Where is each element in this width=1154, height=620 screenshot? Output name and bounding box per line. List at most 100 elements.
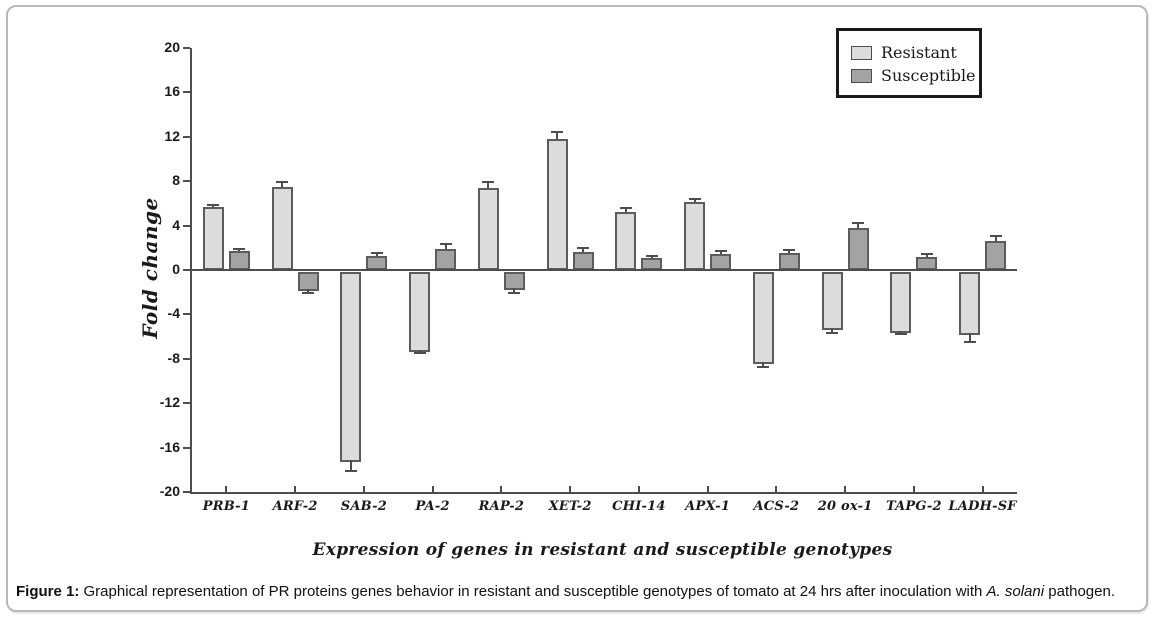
x-axis-category-label: TAPG-2 — [885, 499, 942, 514]
error-cap-resistant-CHI-14 — [619, 206, 632, 209]
error-bar-susceptible-SAB-2 — [375, 253, 378, 256]
y-axis-tick-label: 8 — [172, 172, 180, 189]
x-axis-tick — [362, 486, 365, 492]
error-bar-resistant-PA-2 — [418, 349, 421, 354]
legend-swatch-susceptible-icon — [851, 68, 872, 83]
y-axis-tick — [183, 269, 190, 271]
y-axis-tick-label: -4 — [167, 305, 180, 322]
y-axis-tick — [183, 491, 190, 493]
legend-label-susceptible: Susceptible — [881, 66, 976, 85]
error-cap-susceptible-APX-1 — [714, 250, 727, 253]
y-axis-tick-label: -20 — [159, 483, 180, 499]
x-axis-tick — [431, 486, 434, 492]
error-bar-susceptible-XET-2 — [582, 247, 585, 253]
y-axis-tick-label: 16 — [164, 83, 180, 100]
x-axis-category-label: APX-1 — [685, 499, 731, 514]
error-cap-susceptible-PRB-1 — [233, 247, 246, 250]
bar-susceptible-LADH-SF — [985, 241, 1007, 270]
zero-baseline — [192, 269, 1017, 271]
legend-item-resistant: Resistant — [851, 41, 979, 64]
error-cap-resistant-RAP-2 — [482, 181, 495, 184]
x-axis-tick — [844, 486, 847, 492]
error-bar-susceptible-CHI-14 — [650, 255, 653, 258]
bar-resistant-TAPG-2 — [890, 272, 912, 334]
bar-resistant-APX-1 — [684, 202, 706, 270]
y-axis-tick-label: 4 — [172, 216, 180, 233]
x-axis-category-label: LADH-SF — [948, 499, 1017, 514]
x-axis-tick — [294, 486, 297, 492]
x-axis-tick — [500, 486, 503, 492]
error-bar-susceptible-RAP-2 — [513, 287, 516, 294]
error-cap-resistant-20 ox-1 — [826, 332, 839, 335]
y-axis-tick-label: -16 — [159, 438, 180, 455]
error-bar-susceptible-PA-2 — [444, 244, 447, 249]
bar-susceptible-PA-2 — [435, 248, 457, 270]
error-bar-susceptible-TAPG-2 — [925, 254, 928, 257]
bar-susceptible-CHI-14 — [641, 257, 663, 270]
error-bar-resistant-SAB-2 — [349, 459, 352, 471]
error-bar-susceptible-ARF-2 — [307, 288, 310, 294]
bar-resistant-XET-2 — [546, 139, 568, 270]
x-axis-category-label: SAB-2 — [340, 499, 387, 514]
error-cap-susceptible-RAP-2 — [508, 292, 521, 295]
error-cap-susceptible-SAB-2 — [370, 252, 383, 255]
caption-text-after: pathogen. — [1044, 583, 1115, 600]
x-axis-category-label: PA-2 — [415, 499, 450, 514]
bar-resistant-PA-2 — [409, 272, 431, 352]
error-cap-susceptible-ARF-2 — [302, 292, 315, 295]
y-axis-tick — [183, 135, 190, 138]
x-axis-category-label: ACS-2 — [753, 499, 800, 514]
y-axis-tick — [183, 47, 190, 49]
error-bar-resistant-ARF-2 — [281, 182, 284, 187]
x-axis-tick — [225, 486, 228, 492]
error-cap-resistant-ACS-2 — [757, 365, 770, 368]
error-bar-resistant-PRB-1 — [212, 204, 215, 207]
error-bar-resistant-20 ox-1 — [831, 327, 834, 334]
figure-caption: Figure 1: Graphical representation of PR… — [16, 583, 1138, 600]
figure-frame — [6, 5, 1148, 612]
error-cap-susceptible-PA-2 — [439, 243, 452, 246]
bar-resistant-SAB-2 — [340, 272, 362, 462]
bar-susceptible-20 ox-1 — [847, 227, 869, 270]
error-bar-resistant-LADH-SF — [968, 333, 971, 343]
bar-susceptible-XET-2 — [572, 252, 594, 270]
x-axis-tick — [569, 486, 572, 492]
error-cap-susceptible-ACS-2 — [783, 249, 796, 252]
legend: Resistant Susceptible — [836, 28, 982, 98]
y-axis-tick-label: 20 — [164, 39, 180, 55]
bar-resistant-ARF-2 — [271, 186, 293, 270]
error-bar-susceptible-ACS-2 — [788, 250, 791, 254]
error-cap-susceptible-20 ox-1 — [852, 222, 865, 225]
x-axis-category-label: PRB-1 — [202, 499, 250, 514]
x-axis-category-label: ARF-2 — [272, 499, 318, 514]
error-cap-resistant-APX-1 — [688, 197, 701, 200]
legend-swatch-resistant-icon — [851, 45, 872, 60]
caption-species-name: A. solani — [986, 583, 1045, 600]
error-bar-resistant-ACS-2 — [762, 362, 765, 367]
y-axis-tick — [183, 91, 190, 94]
plot-area: 20 16 12 8 4 0 -4 -8 -12 -16 -20 PRB-1 ARF-2 SAB-2 PA-… — [160, 39, 1017, 514]
error-cap-resistant-SAB-2 — [344, 469, 357, 472]
bar-resistant-CHI-14 — [615, 212, 637, 270]
bar-susceptible-ACS-2 — [778, 253, 800, 270]
error-bar-resistant-RAP-2 — [487, 182, 490, 188]
x-axis-tick — [706, 486, 709, 492]
x-axis-category-label: XET-2 — [548, 499, 592, 514]
x-axis-tick — [637, 486, 640, 492]
bar-resistant-LADH-SF — [959, 272, 981, 336]
error-cap-susceptible-CHI-14 — [645, 254, 658, 257]
error-cap-resistant-ARF-2 — [276, 181, 289, 184]
caption-text-before: Graphical representation of PR proteins … — [79, 583, 987, 600]
y-axis-tick-label: 0 — [172, 261, 180, 277]
error-cap-resistant-LADH-SF — [963, 341, 976, 344]
legend-item-susceptible: Susceptible — [851, 64, 979, 87]
error-cap-resistant-PA-2 — [413, 352, 426, 355]
legend-label-resistant: Resistant — [881, 43, 957, 62]
error-cap-resistant-PRB-1 — [207, 203, 220, 206]
x-axis-category-label: 20 ox-1 — [817, 499, 873, 514]
y-axis-tick — [183, 313, 190, 316]
y-axis-tick — [183, 357, 190, 360]
bar-resistant-RAP-2 — [477, 187, 499, 270]
y-axis-tick-label: -8 — [167, 349, 180, 366]
